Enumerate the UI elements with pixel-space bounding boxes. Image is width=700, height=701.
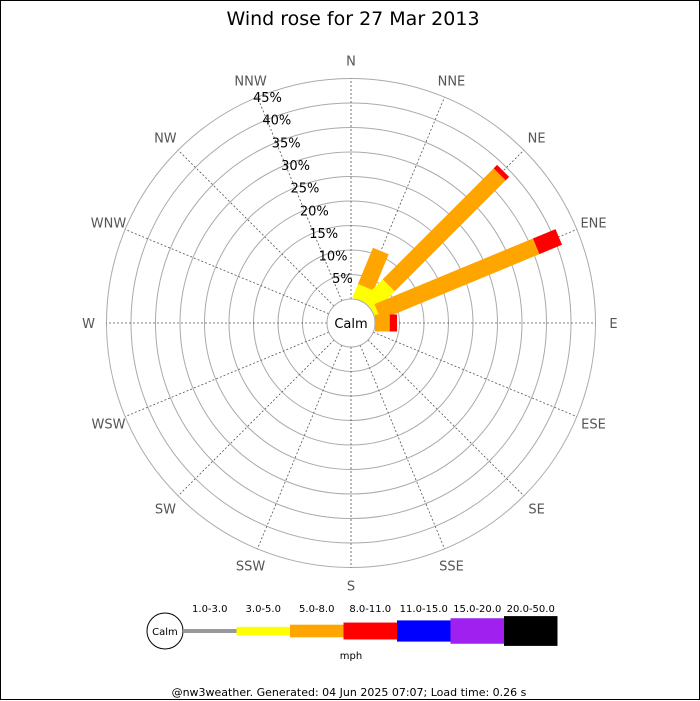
calm-center: Calm — [326, 298, 376, 348]
legend-swatch-0 — [183, 629, 237, 633]
spoke-sw — [177, 339, 335, 497]
ring-label-5: 5% — [332, 272, 353, 287]
direction-label-e: E — [609, 317, 617, 332]
legend-range-3: 8.0-11.0 — [349, 604, 391, 615]
range-ring-35 — [155, 127, 547, 519]
legend-swatch-5 — [450, 618, 504, 644]
spoke-ese — [373, 331, 578, 417]
ring-label-10: 10% — [319, 250, 348, 265]
legend-swatch-4 — [397, 620, 451, 642]
direction-label-n: N — [346, 55, 356, 70]
range-ring-25 — [204, 176, 498, 470]
bar-ene-bin-2 — [374, 238, 540, 320]
spoke-sse — [359, 345, 445, 550]
spoke-wnw — [124, 229, 329, 315]
direction-label-wsw: WSW — [91, 417, 125, 432]
legend-swatch-1 — [236, 626, 290, 636]
legend-calm-label: Calm — [152, 627, 178, 638]
ring-label-25: 25% — [290, 182, 319, 197]
calm-label: Calm — [334, 317, 367, 332]
wind-bars — [352, 164, 563, 332]
direction-label-sse: SSE — [439, 560, 464, 575]
footer-text: @nw3weather. Generated: 04 Jun 2025 07:0… — [172, 686, 527, 699]
ring-label-20: 20% — [300, 204, 329, 219]
legend-range-4: 11.0-15.0 — [400, 604, 448, 615]
direction-label-wnw: WNW — [91, 217, 127, 232]
ring-label-30: 30% — [281, 159, 310, 174]
direction-label-sw: SW — [155, 503, 176, 518]
direction-label-se: SE — [528, 503, 544, 518]
direction-label-nnw: NNW — [234, 74, 266, 89]
direction-label-ese: ESE — [581, 417, 606, 432]
direction-label-s: S — [347, 580, 355, 595]
spoke-nnw — [257, 96, 343, 301]
ring-label-45: 45% — [253, 91, 282, 106]
legend-range-0: 1.0-3.0 — [192, 604, 227, 615]
ring-label-40: 40% — [262, 114, 291, 129]
direction-label-w: W — [82, 317, 95, 332]
range-ring-30 — [179, 151, 523, 495]
speed-legend: Calm 1.0-3.0 3.0-5.0 5.0-8.0 8.0-11.0 11.0-15… — [146, 604, 558, 662]
bar-e-bin-3 — [389, 314, 398, 332]
direction-label-nw: NW — [154, 131, 177, 146]
ring-label-35: 35% — [272, 136, 301, 151]
bar-ne-bin-3 — [493, 164, 510, 181]
legend-range-6: 20.0-50.0 — [507, 604, 555, 615]
spoke-nw — [177, 149, 335, 307]
bar-nne-bin-2 — [357, 247, 389, 291]
direction-label-nne: NNE — [438, 74, 466, 89]
chart-title: Wind rose for 27 Mar 2013 — [226, 8, 479, 30]
calm-circle — [326, 298, 376, 348]
direction-label-ne: NE — [528, 131, 546, 146]
legend-range-2: 5.0-8.0 — [299, 604, 334, 615]
legend-swatch-3 — [343, 622, 397, 640]
bar-e-bin-2 — [375, 314, 390, 332]
legend-unit-label: mph — [340, 651, 362, 662]
direction-labels: N NNE NE ENE E ESE SE SSE S SSW SW WSW W WNW NW NNW — [82, 55, 618, 595]
direction-label-ssw: SSW — [236, 560, 266, 575]
legend-swatch-6 — [504, 616, 558, 646]
legend-range-1: 3.0-5.0 — [246, 604, 281, 615]
bar-ne-bin-1 — [361, 279, 395, 313]
spoke-wsw — [124, 331, 329, 417]
direction-label-ene: ENE — [580, 217, 606, 232]
bar-ene-bin-3 — [532, 229, 563, 255]
ring-labels: 5% 10% 15% 20% 25% 30% 35% 40% 45% — [253, 91, 353, 287]
spoke-se — [367, 339, 525, 497]
ring-label-15: 15% — [309, 227, 338, 242]
legend-range-5: 15.0-20.0 — [453, 604, 501, 615]
bar-ne-bin-2 — [382, 168, 506, 292]
spoke-ssw — [257, 345, 343, 550]
legend-swatch-2 — [290, 624, 344, 638]
